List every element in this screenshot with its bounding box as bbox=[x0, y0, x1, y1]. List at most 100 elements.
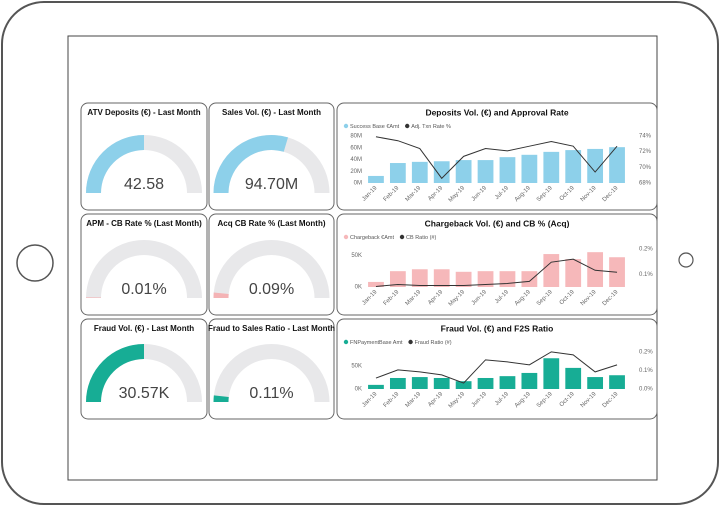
gauge-track bbox=[213, 343, 330, 402]
y-tick-label: 40M bbox=[350, 157, 362, 163]
bar bbox=[609, 147, 625, 183]
gauge-fill bbox=[86, 344, 144, 402]
y-tick-label: 50K bbox=[351, 364, 362, 370]
y2-tick-label: 0.2% bbox=[639, 247, 653, 253]
panel bbox=[336, 102, 658, 211]
bar bbox=[389, 377, 406, 389]
bar bbox=[411, 377, 428, 389]
gauge-title: Sales Vol. (€) - Last Month bbox=[222, 108, 321, 117]
y2-tick-label: 0.2% bbox=[639, 349, 653, 355]
bar bbox=[609, 375, 625, 389]
gauge-fill bbox=[213, 292, 229, 298]
bar bbox=[477, 377, 494, 389]
bar bbox=[543, 254, 560, 287]
y2-tick-label: 0.0% bbox=[639, 387, 653, 393]
bar bbox=[587, 252, 604, 287]
chart-title: Deposits Vol. (€) and Approval Rate bbox=[425, 107, 568, 117]
bar bbox=[521, 372, 538, 389]
home-button[interactable] bbox=[16, 244, 54, 282]
bar bbox=[543, 151, 560, 183]
y2-tick-label: 0.1% bbox=[639, 368, 653, 374]
gauge-fill bbox=[85, 297, 101, 298]
bar bbox=[565, 150, 582, 183]
legend-label: Adj. Txn Rate % bbox=[411, 124, 451, 130]
gauge-value: 0.09% bbox=[249, 281, 294, 298]
bar bbox=[368, 281, 384, 287]
y-tick-label: 50K bbox=[351, 253, 362, 259]
legend-label: Fraud Ratio (#) bbox=[415, 340, 452, 346]
bar bbox=[411, 161, 428, 183]
gauge-value: 0.11% bbox=[249, 385, 293, 402]
bar bbox=[455, 160, 472, 183]
bar bbox=[455, 271, 472, 287]
bar bbox=[433, 377, 450, 389]
y-tick-label: 0M bbox=[354, 181, 362, 187]
camera bbox=[678, 252, 694, 268]
y-tick-label: 80M bbox=[350, 134, 362, 140]
bar bbox=[433, 161, 450, 183]
bar bbox=[389, 271, 406, 287]
legend-label: Chargeback €Amt bbox=[350, 235, 394, 241]
legend-marker bbox=[343, 234, 349, 240]
legend-label: Success Base €Amt bbox=[350, 124, 400, 130]
bar bbox=[477, 271, 494, 287]
bar bbox=[368, 175, 384, 183]
panel bbox=[80, 213, 208, 316]
bar bbox=[499, 271, 516, 287]
y2-tick-label: 68% bbox=[639, 181, 652, 187]
bar bbox=[477, 160, 494, 183]
chart-title: Fraud Vol. (€) and F2S Ratio bbox=[441, 323, 554, 333]
y2-tick-label: 70% bbox=[639, 165, 652, 171]
chart-title: Chargeback Vol. (€) and CB % (Acq) bbox=[425, 218, 570, 228]
gauge-value: 94.70M bbox=[245, 176, 298, 193]
legend-marker bbox=[405, 123, 410, 129]
gauge-value: 30.57K bbox=[119, 385, 170, 402]
y-tick-label: 60M bbox=[350, 145, 362, 151]
bar bbox=[499, 376, 516, 389]
legend-label: FNPaymentBase Amt bbox=[350, 340, 403, 346]
panel bbox=[80, 318, 208, 420]
bar bbox=[543, 358, 560, 389]
gauge-track bbox=[213, 239, 330, 298]
legend-label: CB Ratio (#) bbox=[406, 235, 436, 241]
panel bbox=[336, 213, 658, 316]
line bbox=[375, 136, 618, 180]
bar bbox=[433, 269, 450, 287]
y-tick-label: 20M bbox=[350, 169, 362, 175]
bar bbox=[389, 163, 406, 183]
gauge-title: APM - CB Rate % (Last Month) bbox=[86, 219, 202, 228]
y-tick-label: 0K bbox=[355, 387, 362, 393]
gauge-title: Fraud to Sales Ratio - Last Month bbox=[208, 324, 335, 333]
panel bbox=[208, 102, 335, 211]
y2-tick-label: 74% bbox=[639, 134, 652, 140]
gauge-value: 0.01% bbox=[121, 281, 166, 298]
gauge-title: ATV Deposits (€) - Last Month bbox=[87, 108, 200, 117]
panel bbox=[208, 213, 335, 316]
bar bbox=[565, 259, 582, 287]
bar bbox=[521, 271, 538, 287]
y2-tick-label: 72% bbox=[639, 149, 652, 155]
bar bbox=[587, 148, 604, 183]
panel bbox=[336, 318, 658, 420]
panel bbox=[208, 318, 335, 420]
gauge-value: 42.58 bbox=[124, 176, 164, 193]
y2-tick-label: 0.1% bbox=[639, 272, 653, 278]
legend-marker bbox=[399, 234, 405, 240]
bar bbox=[587, 377, 604, 389]
gauge-fill bbox=[213, 395, 229, 402]
bar bbox=[411, 269, 428, 287]
bar bbox=[499, 157, 516, 183]
panel bbox=[80, 102, 208, 211]
gauge-title: Fraud Vol. (€) - Last Month bbox=[94, 324, 194, 333]
gauge-fill bbox=[86, 135, 144, 193]
line bbox=[375, 258, 618, 287]
bar bbox=[521, 154, 538, 183]
gauge-title: Acq CB Rate % (Last Month) bbox=[218, 219, 326, 228]
gauge-track bbox=[86, 240, 202, 298]
legend-marker bbox=[408, 339, 413, 345]
bar bbox=[455, 381, 472, 389]
bar bbox=[368, 384, 384, 389]
legend-marker bbox=[343, 339, 349, 345]
legend-marker bbox=[343, 123, 349, 129]
